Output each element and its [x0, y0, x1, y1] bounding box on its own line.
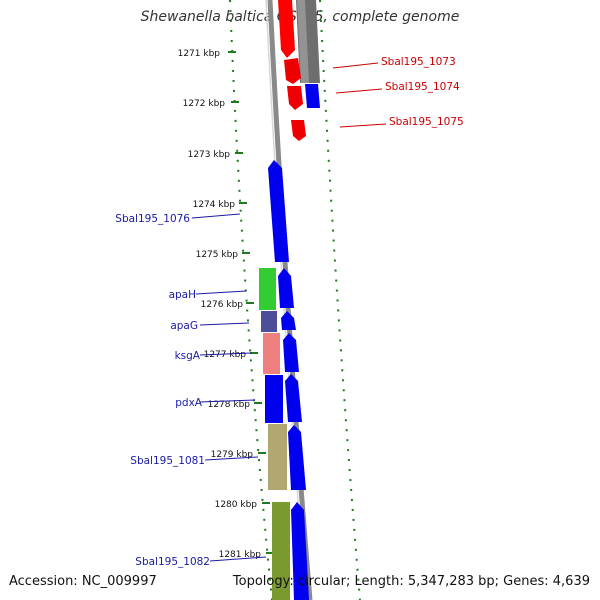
- leader-line: [195, 290, 247, 295]
- gene-arrow-red[interactable]: [278, 0, 295, 58]
- kbp-label: 1271 kbp: [178, 49, 221, 59]
- gene-block-khaki[interactable]: [268, 424, 287, 490]
- leader-line: [199, 399, 256, 403]
- kbp-label: 1279 kbp: [211, 450, 254, 460]
- gene-block-olive[interactable]: [272, 502, 290, 600]
- leader-line: [191, 213, 241, 219]
- gene-bar-highlight: [297, 0, 309, 83]
- gene-label-left[interactable]: apaG: [170, 320, 198, 332]
- leader-line: [209, 556, 267, 562]
- kbp-label: 1280 kbp: [215, 500, 258, 510]
- gene-arrow-blue[interactable]: [278, 268, 294, 308]
- gene-block-green[interactable]: [259, 268, 276, 310]
- kbp-label: 1274 kbp: [193, 200, 236, 210]
- gene-arrow-blue[interactable]: [288, 425, 306, 490]
- gene-label-left[interactable]: Sbal195_1076: [115, 213, 190, 225]
- gene-label-right[interactable]: Sbal195_1075: [389, 116, 464, 128]
- gene-block-blue[interactable]: [265, 375, 283, 423]
- gene-label-right[interactable]: Sbal195_1074: [385, 81, 460, 93]
- gene-label-left[interactable]: pdxA: [175, 397, 203, 409]
- kbp-label: 1275 kbp: [196, 250, 239, 260]
- kbp-label: 1281 kbp: [219, 550, 262, 560]
- left-dotted-guide: [229, 0, 273, 600]
- gene-label-right[interactable]: Sbal195_1073: [381, 56, 456, 68]
- accession-text: Accession: NC_009997: [9, 574, 157, 589]
- gene-arrow-red[interactable]: [284, 58, 301, 84]
- kbp-label: 1273 kbp: [188, 150, 231, 160]
- kbp-label: 1277 kbp: [204, 350, 247, 360]
- gene-block-blue[interactable]: [305, 84, 320, 108]
- gene-label-left[interactable]: Sbal195_1082: [135, 556, 210, 568]
- gene-block-purple[interactable]: [261, 311, 277, 332]
- gene-label-left[interactable]: Sbal195_1081: [130, 455, 205, 467]
- kbp-label: 1276 kbp: [201, 300, 244, 310]
- leader-line: [199, 352, 253, 356]
- leader-line: [335, 88, 383, 94]
- gene-arrow-red[interactable]: [287, 86, 303, 110]
- gene-block-pink[interactable]: [263, 333, 280, 374]
- kbp-label: 1278 kbp: [208, 400, 251, 410]
- gene-arrow-blue[interactable]: [291, 502, 309, 600]
- gene-arrow-blue[interactable]: [283, 333, 299, 372]
- gene-arrow-blue[interactable]: [268, 160, 289, 262]
- gene-label-left[interactable]: ksgA: [175, 350, 201, 362]
- leader-line: [199, 322, 250, 326]
- gene-arrow-blue[interactable]: [285, 374, 302, 422]
- gene-label-left[interactable]: apaH: [169, 289, 196, 301]
- gene-arrow-red[interactable]: [291, 120, 306, 141]
- topology-text: Topology: circular; Length: 5,347,283 bp…: [232, 574, 590, 589]
- leader-line: [332, 62, 379, 69]
- right-dotted-guide: [319, 0, 361, 600]
- leader-line: [339, 123, 387, 128]
- gene-arrow-blue[interactable]: [281, 311, 296, 330]
- leader-line: [204, 456, 259, 461]
- kbp-label: 1272 kbp: [183, 99, 226, 109]
